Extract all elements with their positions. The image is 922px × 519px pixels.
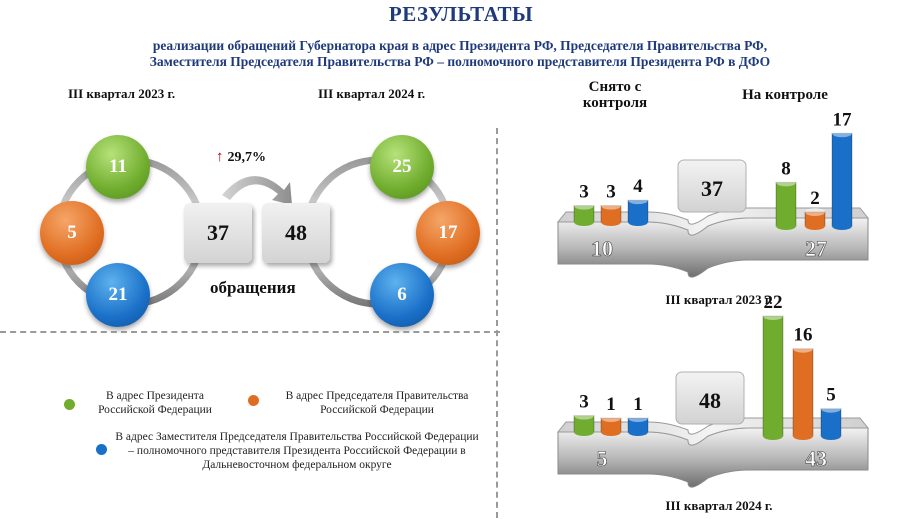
chart1-bar-cap-g1-s2 — [821, 404, 841, 413]
chart1-quarter-label: III квартал 2024 г. — [665, 498, 772, 513]
chart0-bar-cap-g1-s1 — [805, 208, 825, 216]
chart0-bar-cap-g1-s0 — [776, 178, 796, 187]
subtitle-line-1: реализации обращений Губернатора края в … — [152, 38, 768, 53]
chart0-group0-total: 10 — [591, 236, 613, 261]
chart0-bar-foot-g1-s0 — [776, 222, 796, 230]
chart1-bar-cap-g0-s2 — [628, 414, 648, 422]
legend-green-dot — [64, 399, 75, 410]
chart0-bar-label-g0-s2: 4 — [633, 176, 643, 197]
chart1-bar-foot-g1-s2 — [821, 432, 841, 440]
chart1-bar-foot-g0-s2 — [628, 428, 648, 436]
legend-deputy: В адрес Заместителя Председателя Правите… — [115, 431, 479, 471]
q2024-green-circle: 25 — [370, 135, 434, 199]
chart0-bar-foot-g0-s0 — [574, 218, 594, 226]
chart0-bar-cap-g0-s0 — [574, 201, 594, 210]
vertical-divider — [496, 128, 498, 518]
chart1-bar-label-g1-s2: 5 — [826, 385, 836, 406]
growth-indicator: ↑ 29,7% — [216, 148, 266, 166]
chart0-bar-g1-s2 — [831, 132, 853, 227]
legend-orange-dot — [248, 395, 259, 406]
chart0-bar-foot-g0-s2 — [628, 218, 648, 226]
chart1-group0-total: 5 — [597, 446, 608, 471]
chart1-group1-total: 43 — [805, 446, 827, 471]
subtitle-line-2: Заместителя Председателя Правительства Р… — [149, 54, 771, 69]
q2024-total-box: 48 — [262, 203, 330, 263]
page-subtitle: реализации обращений Губернатора края в … — [60, 38, 860, 70]
chart1-bar-cap-g1-s1 — [793, 344, 813, 353]
q2024-blue-circle: 6 — [370, 263, 434, 327]
chart0-bar-label-g1-s2: 17 — [833, 109, 853, 130]
chart0-total-box — [677, 159, 747, 213]
chart1-bar-g1-s2 — [820, 408, 842, 437]
chart0-bar-label-g1-s1: 2 — [810, 188, 820, 209]
chart0-quarter-label: III квартал 2023 г. — [665, 292, 772, 307]
chart0-bar-cap-g1-s2 — [832, 129, 852, 138]
q2023-total-box: 37 — [184, 203, 252, 263]
chart1-bar-cap-g0-s1 — [601, 414, 621, 422]
q2023-green-circle: 11 — [86, 135, 150, 199]
chart1-bar-foot-g0-s1 — [601, 428, 621, 436]
chart0-group1-total: 27 — [805, 236, 827, 261]
chart0-bar-cap-g0-s2 — [628, 196, 648, 205]
chart1-total-label: 48 — [699, 388, 721, 413]
chart1-bar-label-g1-s0: 22 — [764, 292, 783, 313]
chart1-bar-foot-g1-s0 — [763, 432, 783, 440]
legend-blue-dot — [96, 444, 107, 455]
legend-chairman: В адрес Председателя Правительства Росси… — [285, 390, 469, 416]
chart1-bar-label-g1-s1: 16 — [794, 325, 813, 346]
chart1-bar-cap-g0-s0 — [574, 411, 594, 420]
page-title: РЕЗУЛЬТАТЫ — [388, 2, 534, 26]
chart1-bar-g1-s0 — [762, 315, 784, 437]
q2023-label: III квартал 2023 г. — [68, 86, 176, 101]
chart1-bar-label-g0-s1: 1 — [606, 394, 616, 415]
chart0-bar-label-g0-s1: 3 — [606, 182, 616, 203]
chart1-total-box — [675, 371, 745, 425]
chart0-bar-g1-s0 — [775, 181, 797, 227]
chart0-bar-label-g0-s0: 3 — [579, 182, 589, 203]
q2023-orange-circle: 5 — [40, 201, 104, 265]
legend-president: В адрес Президента Российской Федерации — [98, 390, 212, 416]
header-removed: Снято с контроля — [582, 79, 648, 111]
q2023-blue-circle: 21 — [86, 263, 150, 327]
chart0-bar-foot-g1-s2 — [832, 222, 852, 230]
growth-percent: 29,7% — [227, 150, 267, 165]
chart0-bar-label-g1-s0: 8 — [781, 158, 791, 179]
q2024-label: III квартал 2024 г. — [318, 86, 426, 101]
requests-caption: обращения — [210, 278, 296, 297]
chart1-bar-foot-g0-s0 — [574, 428, 594, 436]
chart0-total-label: 37 — [701, 176, 723, 201]
chart1-bar-foot-g1-s1 — [793, 432, 813, 440]
chart1-bar-label-g0-s0: 3 — [579, 392, 589, 413]
chart1-bar-label-g0-s2: 1 — [633, 394, 643, 415]
chart1-bar-g1-s1 — [792, 348, 814, 437]
chart0-bar-foot-g0-s1 — [601, 218, 621, 226]
horizontal-divider — [0, 331, 500, 333]
curved-arrow-icon — [222, 176, 292, 205]
q2024-orange-circle: 17 — [416, 201, 480, 265]
chart1-bar-cap-g1-s0 — [763, 312, 783, 320]
chart0-bar-foot-g1-s1 — [805, 222, 825, 230]
up-arrow-icon: ↑ — [216, 149, 224, 165]
chart0-bar-cap-g0-s1 — [601, 201, 621, 210]
header-on-control: На контроле — [742, 87, 828, 103]
